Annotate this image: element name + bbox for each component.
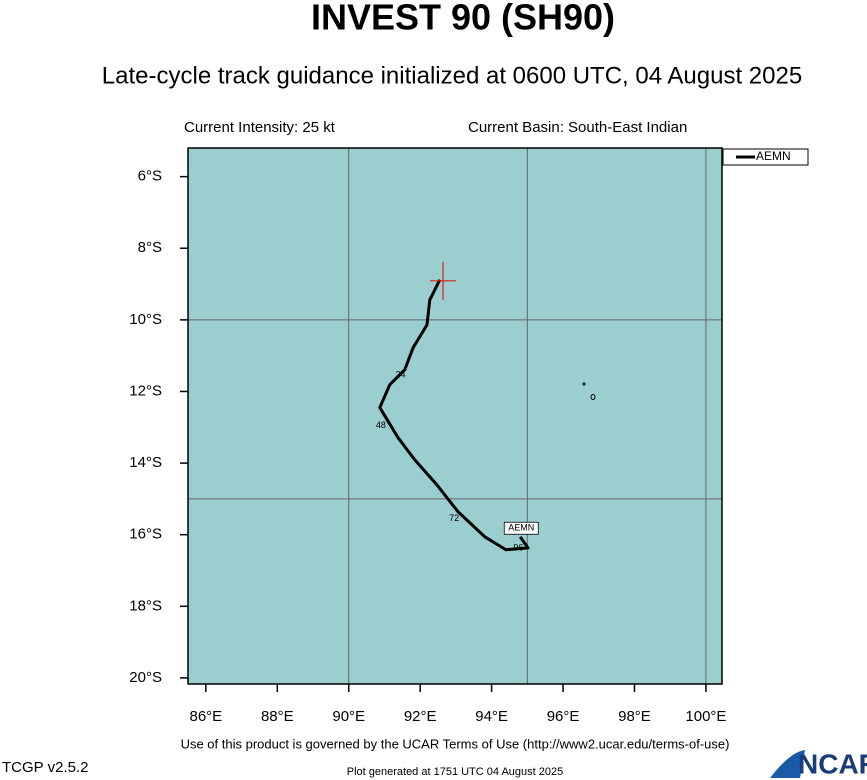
intensity-label: Current Intensity: 25 kt [184, 119, 336, 136]
generated: Plot generated at 1751 UTC 04 August 202… [347, 766, 564, 778]
x-tick-label: 86°E [190, 708, 223, 725]
y-tick-label: 16°S [129, 526, 162, 543]
map-border [187, 147, 723, 685]
track-label: AEMN [508, 523, 534, 533]
x-tick-label: 90°E [332, 708, 365, 725]
logo-text: NCAR [798, 748, 867, 779]
hour-label: 72 [449, 513, 459, 523]
map-area [188, 148, 722, 684]
y-tick-label: 20°S [129, 669, 162, 686]
y-tick-label: 18°S [129, 597, 162, 614]
map-background [188, 148, 722, 684]
hour-label: 48 [376, 420, 386, 430]
y-tick-label: 10°S [129, 311, 162, 328]
track-label-box [503, 521, 539, 535]
y-tick-label: 6°S [138, 168, 162, 185]
x-tick-label: 88°E [261, 708, 294, 725]
hour-label: 96 [513, 542, 523, 552]
chart-title: INVEST 90 (SH90) [311, 0, 615, 38]
legend-label: AEMN [756, 149, 791, 163]
x-tick-label: 100°E [685, 708, 726, 725]
x-tick-label: 94°E [475, 708, 508, 725]
y-tick-label: 12°S [129, 382, 162, 399]
hour-label: 24 [396, 370, 406, 380]
basin-label: Current Basin: South-East Indian [468, 119, 687, 136]
x-tick-label: 98°E [618, 708, 651, 725]
x-tick-label: 92°E [404, 708, 437, 725]
footer: Use of this product is governed by the U… [181, 736, 730, 751]
island [582, 382, 596, 400]
y-tick-label: 8°S [138, 239, 162, 256]
logo: NCAR [770, 748, 867, 779]
chart-subtitle: Late-cycle track guidance initialized at… [102, 62, 802, 89]
track-line [378, 279, 530, 552]
legend-box [722, 148, 809, 166]
version: TCGP v2.5.2 [2, 759, 88, 776]
y-tick-label: 14°S [129, 454, 162, 471]
x-tick-label: 96°E [547, 708, 580, 725]
